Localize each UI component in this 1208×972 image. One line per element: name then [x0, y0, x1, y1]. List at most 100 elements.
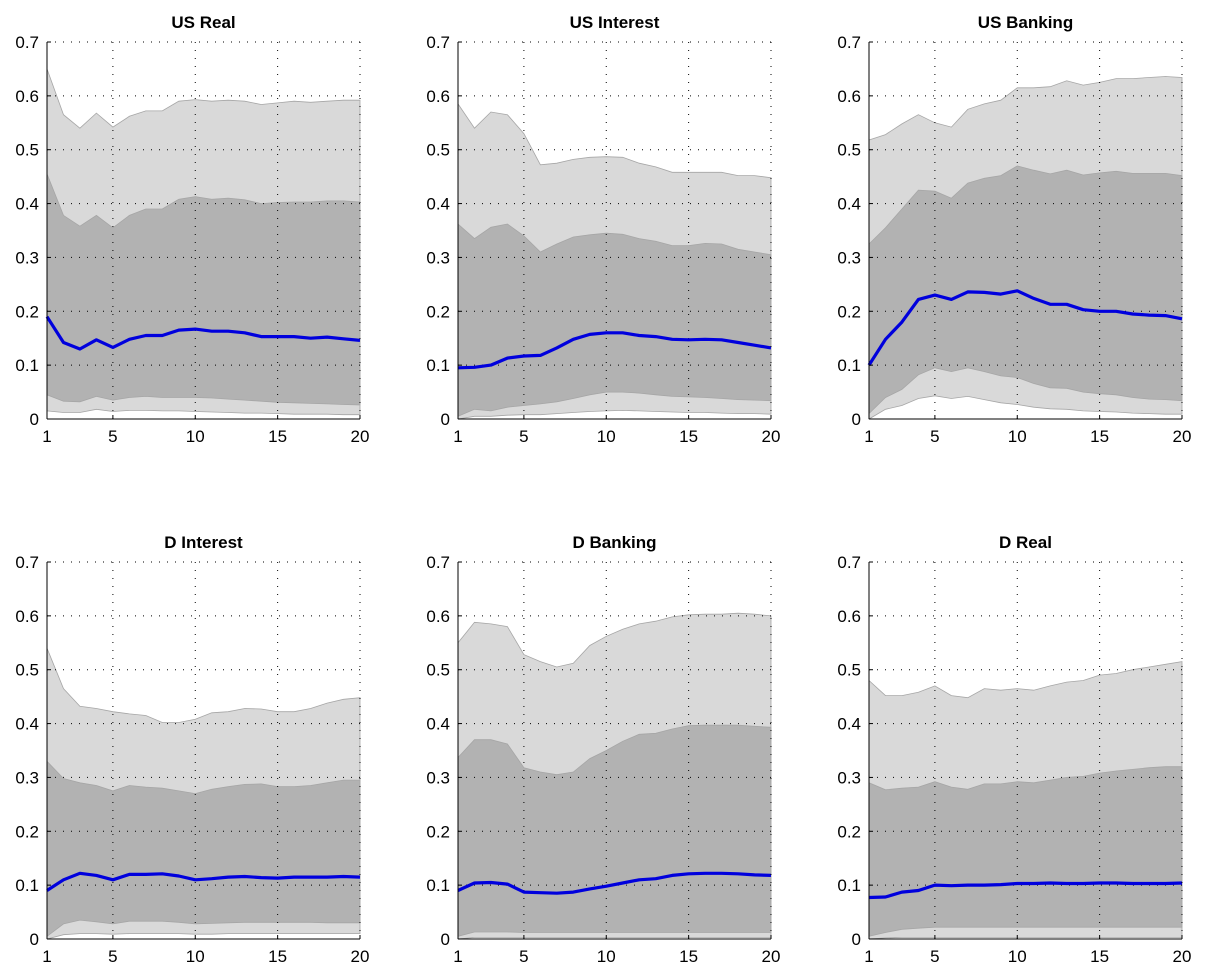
y-tick-label: 0.7 [837, 33, 861, 52]
x-tick-label: 15 [679, 947, 698, 966]
y-tick-label: 0.7 [426, 553, 450, 572]
y-tick-label: 0.6 [837, 87, 861, 106]
x-tick-label: 5 [519, 427, 528, 446]
x-tick-label: 1 [453, 947, 462, 966]
y-tick-label: 0.3 [426, 768, 450, 787]
x-tick-label: 10 [186, 947, 205, 966]
y-tick-label: 0.5 [837, 141, 861, 160]
x-tick-label: 10 [597, 947, 616, 966]
y-tick-label: 0.1 [15, 356, 39, 375]
y-tick-label: 0.4 [837, 715, 861, 734]
x-tick-label: 20 [762, 427, 781, 446]
y-tick-label: 0 [30, 410, 39, 429]
panel-title: US Banking [978, 13, 1073, 32]
y-tick-label: 0.3 [15, 248, 39, 267]
x-tick-label: 1 [864, 427, 873, 446]
y-tick-label: 0.4 [426, 195, 450, 214]
y-tick-label: 0.2 [15, 822, 39, 841]
x-tick-label: 20 [1173, 427, 1192, 446]
y-tick-label: 0.5 [15, 141, 39, 160]
x-tick-label: 20 [351, 947, 370, 966]
median-line [457, 331, 772, 370]
x-tick-label: 1 [864, 947, 873, 966]
inner-band [46, 173, 361, 406]
median-line [867, 289, 1183, 366]
y-tick-label: 0.2 [426, 822, 450, 841]
y-tick-label: 0.1 [837, 876, 861, 895]
y-tick-label: 0.2 [15, 302, 39, 321]
y-tick-label: 0 [441, 410, 450, 429]
median-line [457, 871, 772, 895]
y-tick-label: 0.6 [426, 607, 450, 626]
y-tick-label: 0.7 [15, 33, 39, 52]
x-tick-label: 10 [186, 427, 205, 446]
panel-title: D Banking [572, 533, 656, 552]
inner-band [457, 724, 772, 937]
x-tick-label: 5 [930, 427, 939, 446]
y-tick-label: 0.1 [837, 356, 861, 375]
y-tick-label: 0 [852, 410, 861, 429]
x-tick-label: 10 [597, 427, 616, 446]
y-tick-label: 0.7 [426, 33, 450, 52]
x-tick-label: 5 [108, 947, 117, 966]
median-line [46, 871, 361, 892]
x-tick-label: 15 [1090, 427, 1109, 446]
y-tick-label: 0.7 [15, 553, 39, 572]
x-tick-label: 15 [679, 427, 698, 446]
y-tick-label: 0.3 [15, 768, 39, 787]
x-tick-label: 5 [930, 947, 939, 966]
y-tick-label: 0.1 [426, 356, 450, 375]
y-tick-label: 0.5 [15, 661, 39, 680]
y-tick-label: 0.4 [426, 715, 450, 734]
y-tick-label: 0 [30, 930, 39, 949]
y-tick-label: 0.6 [15, 607, 39, 626]
y-tick-label: 0.3 [426, 248, 450, 267]
y-tick-label: 0.3 [837, 248, 861, 267]
x-tick-label: 1 [42, 427, 51, 446]
panel-title: US Interest [570, 13, 660, 32]
x-tick-label: 15 [1090, 947, 1109, 966]
panel-title: US Real [171, 13, 235, 32]
inner-band [868, 165, 1183, 415]
x-tick-label: 5 [519, 947, 528, 966]
x-tick-label: 20 [762, 947, 781, 966]
panel-title: D Real [999, 533, 1052, 552]
y-tick-label: 0.6 [426, 87, 450, 106]
y-tick-label: 0.2 [426, 302, 450, 321]
y-tick-label: 0.4 [15, 195, 39, 214]
y-tick-label: 0.2 [837, 822, 861, 841]
x-tick-label: 1 [42, 947, 51, 966]
y-tick-label: 0.1 [15, 876, 39, 895]
y-tick-label: 0.3 [837, 768, 861, 787]
x-tick-label: 20 [1173, 947, 1192, 966]
x-tick-label: 1 [453, 427, 462, 446]
median-line [868, 881, 1183, 900]
panel-title: D Interest [164, 533, 243, 552]
x-tick-label: 15 [268, 947, 287, 966]
y-tick-label: 0.2 [837, 302, 861, 321]
y-tick-label: 0 [441, 930, 450, 949]
x-tick-label: 20 [351, 427, 370, 446]
y-tick-label: 0 [852, 930, 861, 949]
y-tick-label: 0.7 [837, 553, 861, 572]
x-tick-label: 10 [1008, 427, 1027, 446]
y-tick-label: 0.5 [426, 141, 450, 160]
y-tick-label: 0.5 [426, 661, 450, 680]
y-tick-label: 0.6 [15, 87, 39, 106]
inner-band [868, 766, 1183, 937]
inner-band [457, 223, 772, 417]
y-tick-label: 0.5 [837, 661, 861, 680]
x-tick-label: 5 [108, 427, 117, 446]
y-tick-label: 0.1 [426, 876, 450, 895]
y-tick-label: 0.6 [837, 607, 861, 626]
y-tick-label: 0.4 [837, 195, 861, 214]
median-line [45, 315, 361, 351]
y-tick-label: 0.4 [15, 715, 39, 734]
x-tick-label: 10 [1008, 947, 1027, 966]
x-tick-label: 15 [268, 427, 287, 446]
